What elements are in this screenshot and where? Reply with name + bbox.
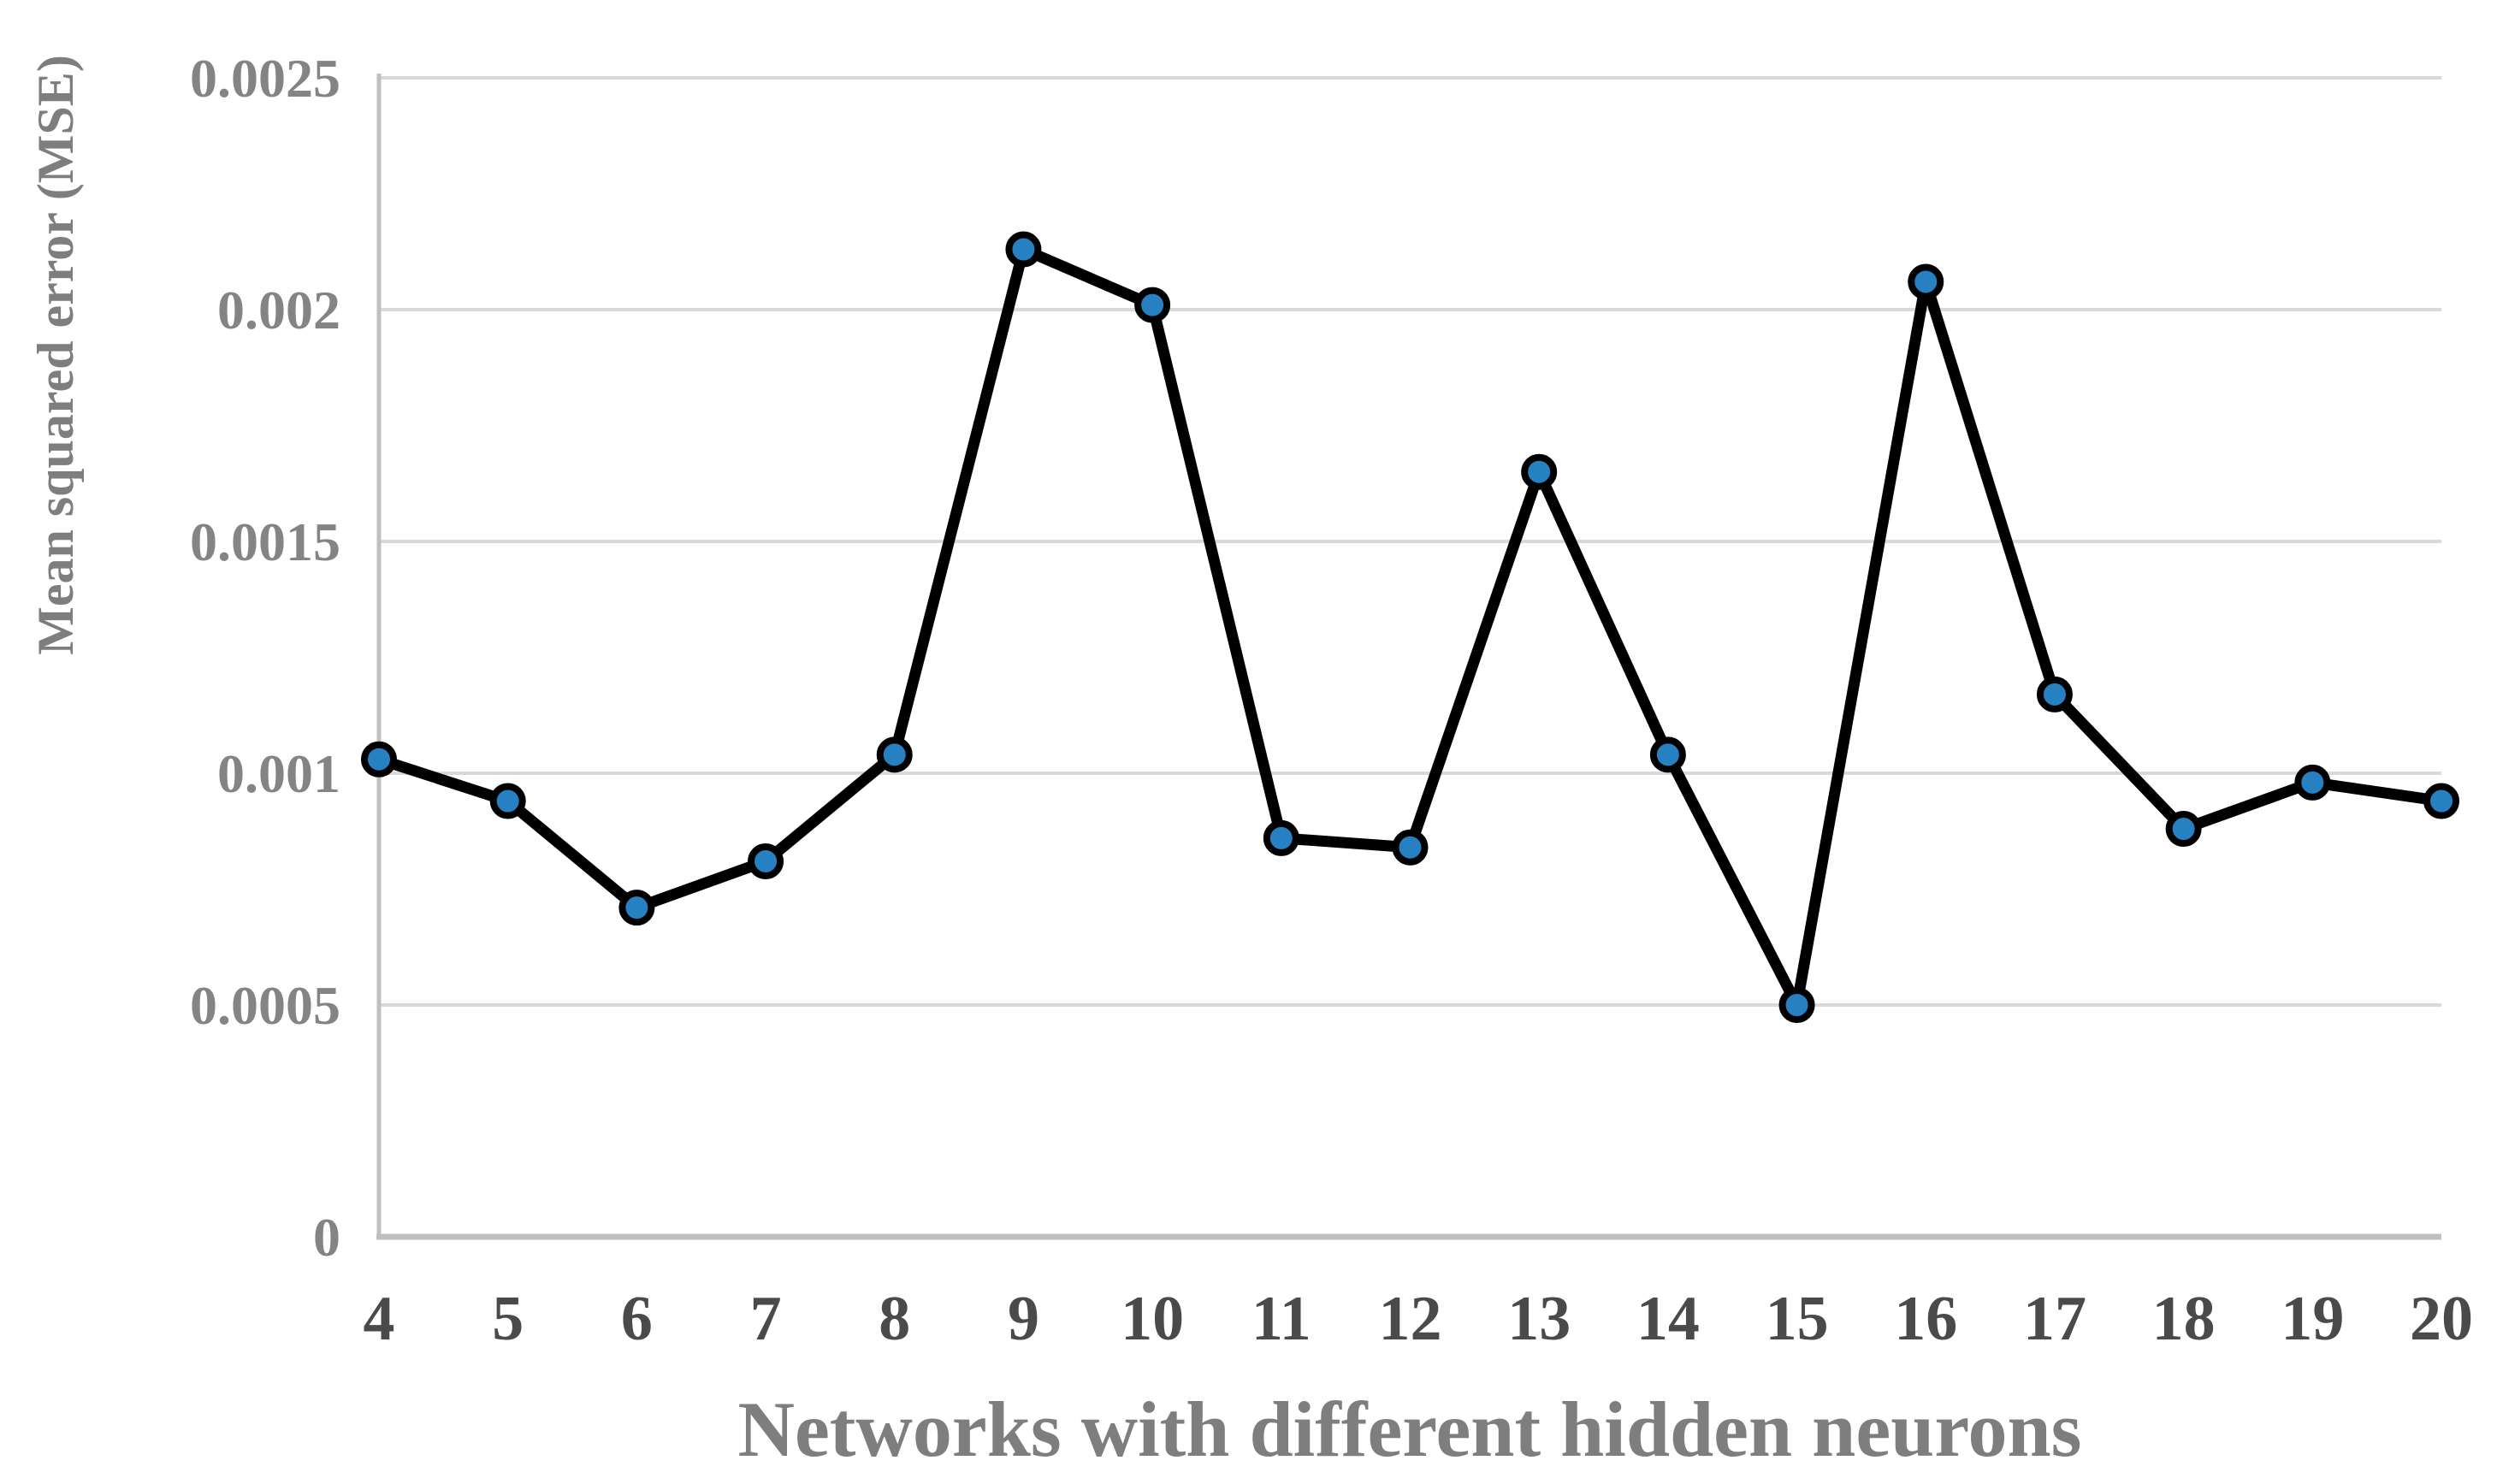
data-point-marker [1392, 829, 1429, 866]
x-tick-label: 19 [2281, 1284, 2344, 1354]
x-tick-label: 13 [1507, 1284, 1571, 1354]
y-tick-label: 0.001 [217, 743, 340, 804]
data-point-marker [2423, 783, 2459, 819]
mse-series-line [373, 244, 2447, 1011]
data-point-marker [618, 890, 655, 926]
x-tick-label: 18 [2152, 1284, 2216, 1354]
data-point-marker [876, 736, 913, 773]
x-tick-label: 6 [621, 1284, 653, 1354]
y-tick-label: 0.0025 [190, 48, 340, 109]
data-point-marker [489, 783, 526, 819]
data-point-marker [1521, 453, 1558, 490]
y-tick-label: 0.0005 [190, 975, 340, 1036]
data-point-marker [1908, 263, 1944, 300]
x-tick-label: 9 [1008, 1284, 1039, 1354]
data-point-markers [361, 231, 2459, 1023]
gridlines [379, 76, 2441, 1007]
x-tick-label: 17 [2023, 1284, 2086, 1354]
y-axis-tick-labels: 0 0.0005 0.001 0.0015 0.002 0.0025 [190, 48, 340, 1268]
y-axis-title: Mean squared error (MSE) [27, 55, 84, 655]
data-point-marker [2036, 676, 2073, 712]
x-tick-label: 10 [1121, 1284, 1184, 1354]
y-tick-label: 0.002 [217, 280, 340, 340]
data-point-marker [1134, 287, 1171, 323]
x-tick-label: 11 [1251, 1284, 1311, 1354]
x-tick-label: 12 [1379, 1284, 1442, 1354]
data-point-marker [2294, 764, 2331, 801]
x-tick-label: 4 [364, 1284, 395, 1354]
data-point-marker [1778, 987, 1815, 1023]
data-point-marker [1263, 819, 1299, 856]
x-tick-label: 15 [1766, 1284, 1829, 1354]
x-tick-label: 14 [1636, 1284, 1700, 1354]
x-axis-title: Networks with different hidden neurons [738, 1386, 2082, 1473]
data-point-marker [1005, 231, 1042, 268]
x-tick-label: 8 [879, 1284, 910, 1354]
axes [376, 74, 2441, 1240]
x-tick-label: 20 [2410, 1284, 2473, 1354]
data-point-marker [361, 741, 397, 777]
y-tick-label: 0.0015 [190, 511, 340, 572]
data-point-marker [748, 843, 784, 879]
x-tick-label: 7 [750, 1284, 782, 1354]
x-tick-label: 16 [1894, 1284, 1957, 1354]
x-axis-tick-labels: 4 5 6 7 8 9 10 11 12 13 14 15 16 17 18 19 20 [364, 1284, 2474, 1354]
data-point-marker [1649, 736, 1686, 773]
data-point-marker [2165, 811, 2202, 848]
y-tick-label: 0 [313, 1207, 340, 1268]
x-tick-label: 5 [492, 1284, 524, 1354]
